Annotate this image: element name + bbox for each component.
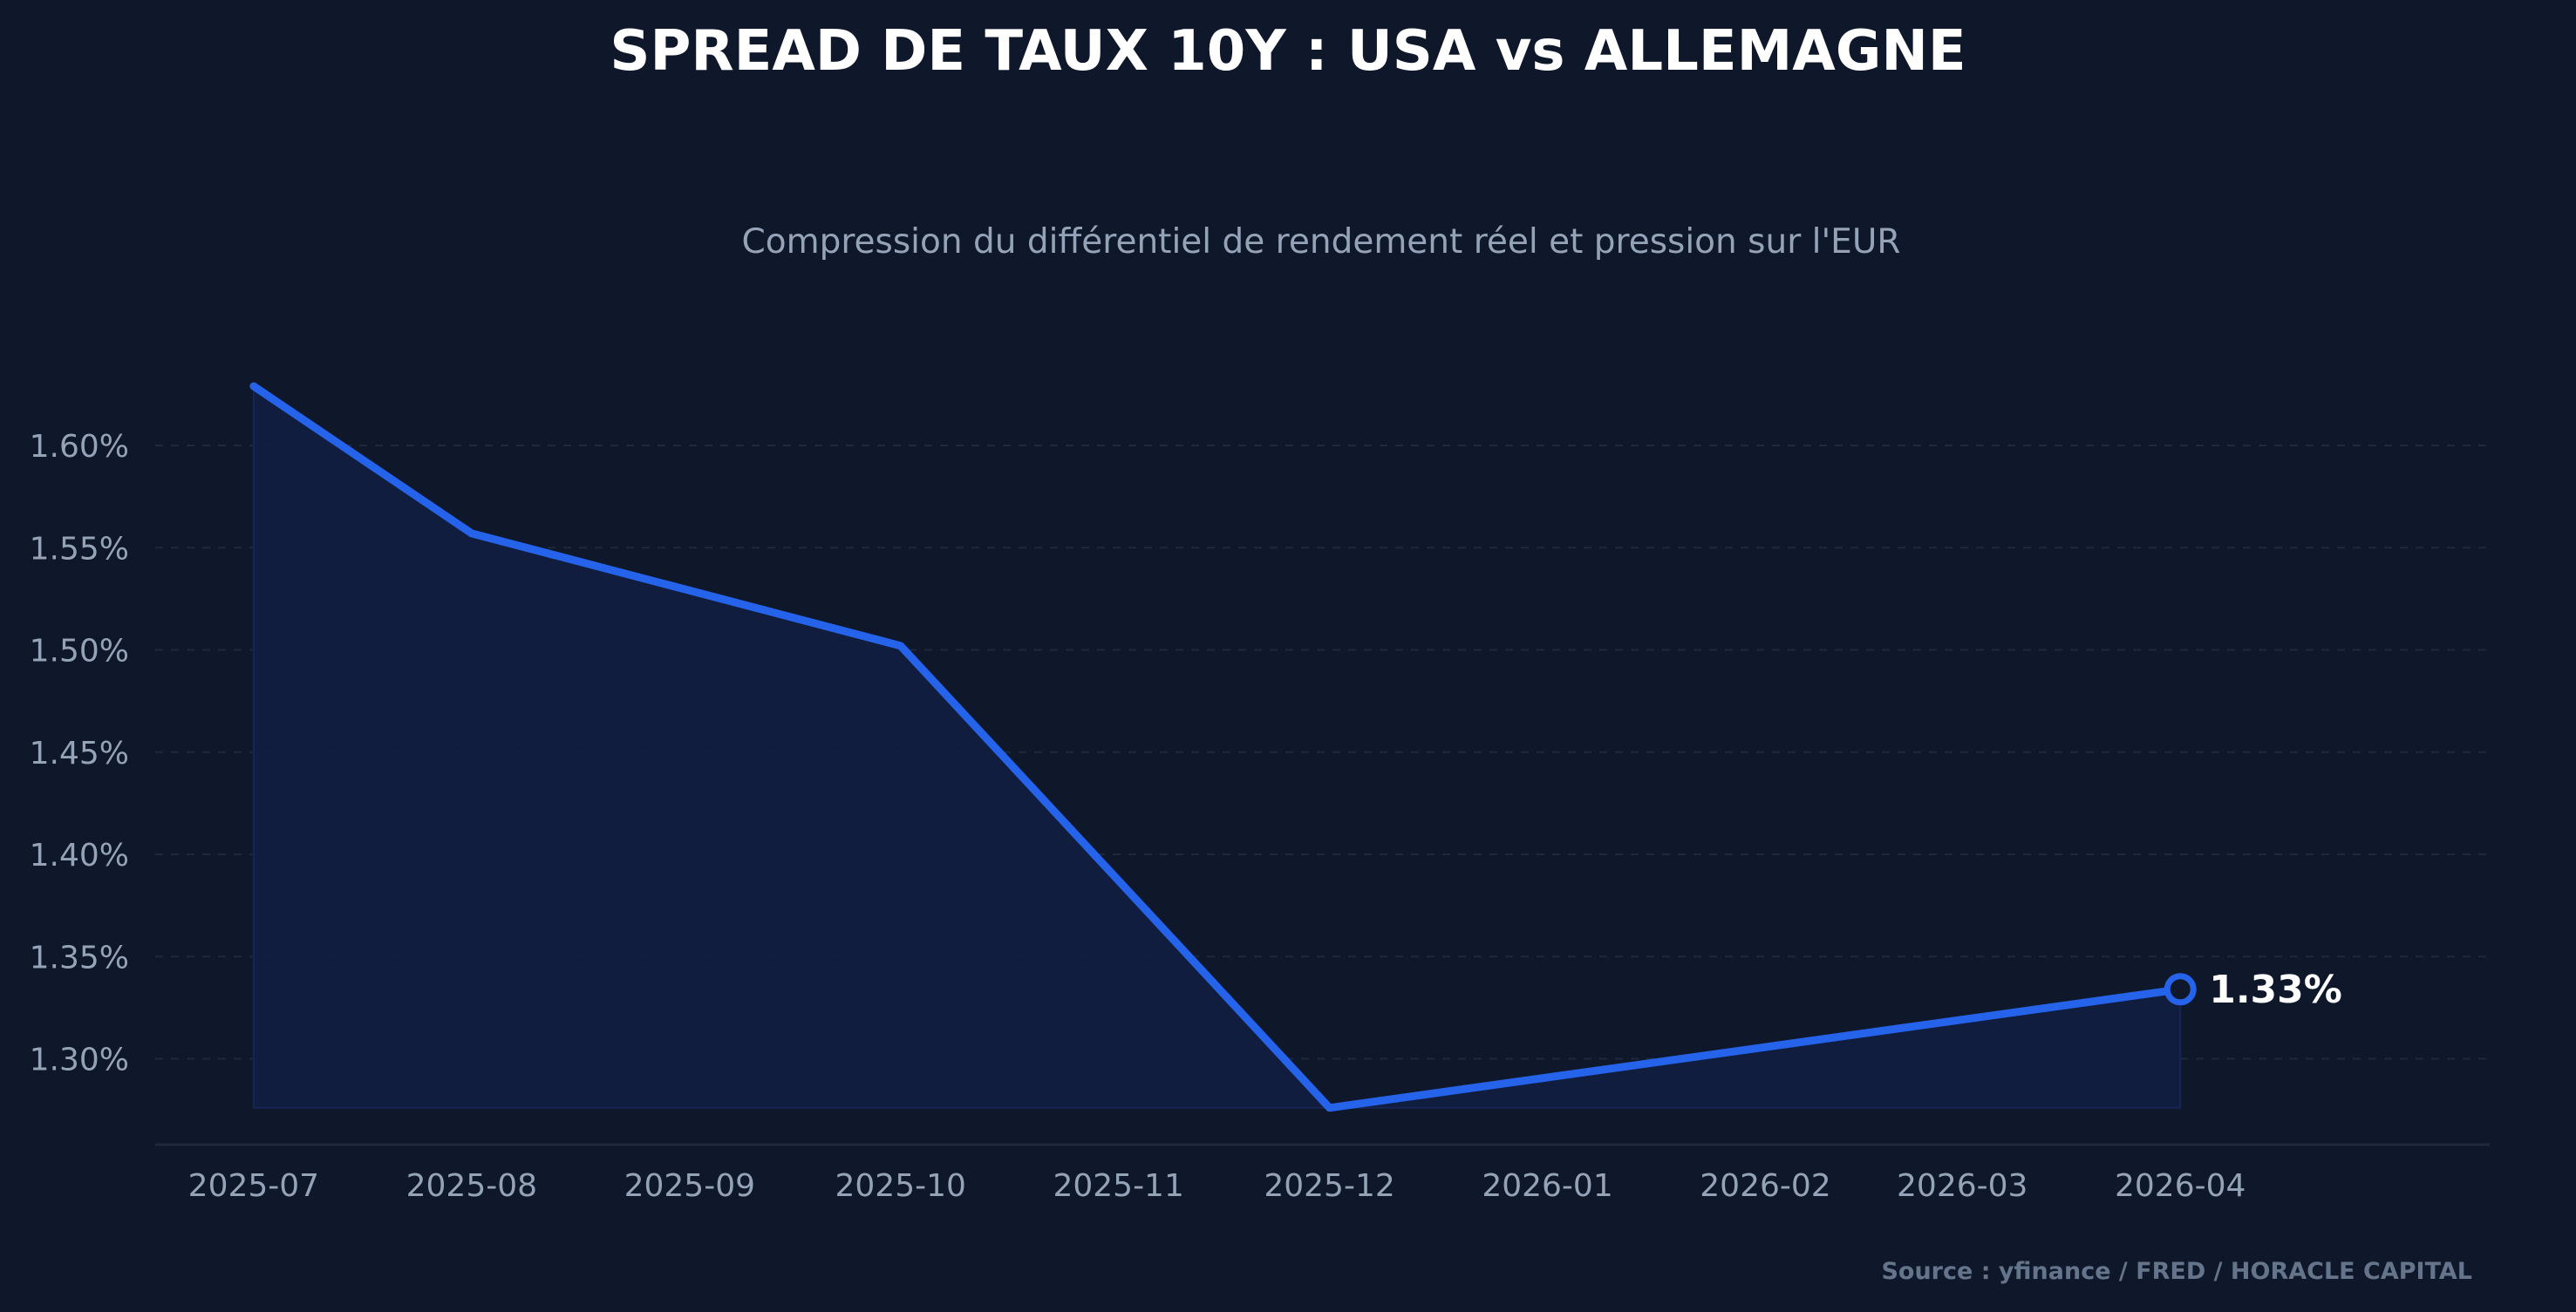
x-tick-label: 2026-02: [1700, 1168, 1830, 1204]
y-tick-label: 1.60%: [30, 429, 129, 465]
y-tick-label: 1.45%: [30, 736, 129, 772]
series-area-fill: [252, 384, 2182, 1109]
x-tick-label: 2026-04: [2115, 1168, 2245, 1204]
y-tick-label: 1.30%: [30, 1043, 129, 1078]
x-tick-label: 2026-01: [1482, 1168, 1612, 1204]
x-tick-label: 2025-07: [188, 1168, 319, 1204]
last-value-label: 1.33%: [2209, 968, 2342, 1012]
chart-subtitle: Compression du différentiel de rendement…: [742, 222, 1901, 262]
y-tick-label: 1.40%: [30, 838, 129, 874]
x-tick-label: 2025-11: [1053, 1168, 1183, 1204]
x-tick-label: 2025-09: [624, 1168, 755, 1204]
area-fill-layer: [252, 384, 2182, 1109]
x-tick-label: 2026-03: [1897, 1168, 2027, 1204]
x-axis-ticks: 2025-07 2025-08 2025-09 2025-10 2025-11 2025-…: [188, 1168, 2246, 1204]
y-tick-label: 1.35%: [30, 940, 129, 976]
last-value-marker: [2164, 973, 2197, 1006]
series-line: [249, 382, 2184, 1112]
last-value-layer: 1.33%: [2164, 968, 2342, 1012]
grid: [155, 445, 2490, 1146]
x-tick-label: 2025-10: [835, 1168, 965, 1204]
x-tick-label: 2025-12: [1264, 1168, 1394, 1204]
y-tick-label: 1.50%: [30, 634, 129, 670]
chart-title: SPREAD DE TAUX 10Y : USA vs ALLEMAGNE: [610, 19, 1966, 84]
x-tick-label: 2025-08: [406, 1168, 537, 1204]
y-tick-label: 1.55%: [30, 531, 129, 567]
y-axis-ticks: 1.30% 1.35% 1.40% 1.45% 1.50% 1.55% 1.60%: [30, 429, 129, 1078]
series-line-layer: [249, 382, 2184, 1112]
source-note: Source : yfinance / FRED / HORACLE CAPIT…: [1881, 1258, 2472, 1285]
